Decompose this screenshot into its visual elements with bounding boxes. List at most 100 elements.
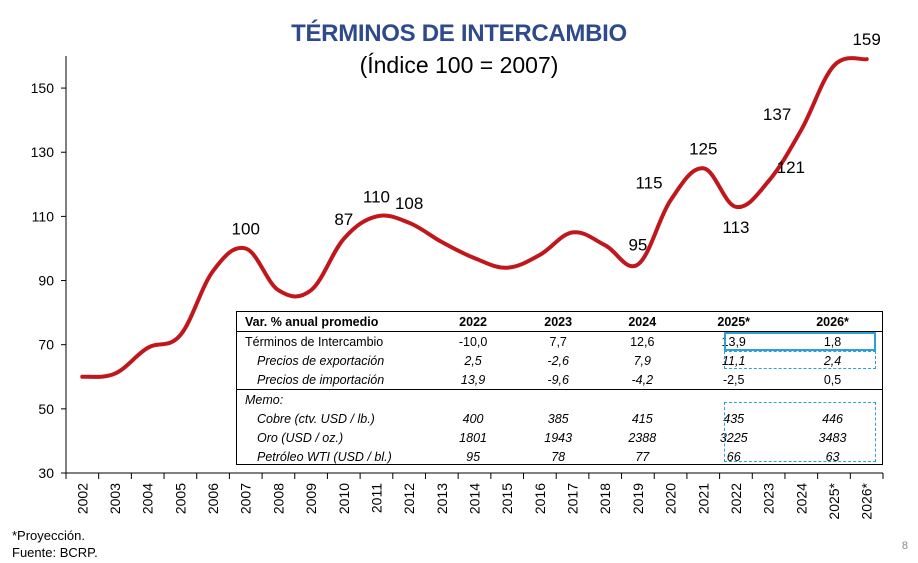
x-tick-label: 2013	[434, 483, 450, 514]
data-label: 137	[763, 105, 791, 124]
y-tick-label: 130	[31, 144, 55, 160]
table-cell: 78	[551, 449, 566, 464]
table-cell: 2,5	[464, 353, 482, 368]
x-tick-label: 2009	[303, 483, 319, 514]
x-tick-label: 2020	[663, 483, 679, 514]
y-tick-label: 50	[38, 401, 54, 417]
row-label: Precios de exportación	[257, 353, 385, 368]
table-header-2026: 2026*	[783, 312, 882, 332]
data-label: 113	[722, 218, 749, 237]
table-cell: 77	[635, 449, 650, 464]
table-cell: 415	[631, 411, 653, 426]
table-cell: 95	[466, 449, 481, 464]
x-tick-label: 2010	[336, 483, 352, 514]
table-cell: 1,8	[823, 334, 842, 349]
table-cell: -9,6	[547, 372, 569, 387]
table-cell: -10,0	[458, 334, 488, 349]
table-row: Precios de exportación 2,5 -2,6 7,9 11,1…	[237, 351, 882, 370]
chart-title: TÉRMINOS DE INTERCAMBIO	[291, 20, 627, 47]
data-label: 121	[777, 158, 805, 177]
x-tick-label: 2006	[205, 483, 221, 514]
table-cell: 63	[825, 449, 840, 464]
footnote-source: Fuente: BCRP.	[12, 545, 98, 560]
table-cell: 7,7	[549, 334, 567, 349]
x-tick-label: 2011	[368, 483, 384, 513]
data-label: 110	[363, 187, 390, 206]
table-cell: 0,5	[823, 372, 842, 387]
table-cell: 3225	[719, 430, 748, 445]
y-tick-label: 150	[31, 80, 55, 96]
table-cell: 13,9	[460, 372, 486, 387]
table-cell: -2,6	[547, 353, 569, 368]
table-header-2025: 2025*	[684, 312, 784, 332]
data-label: 100	[232, 219, 260, 238]
x-tick-label: 2003	[107, 483, 123, 514]
table-cell: 13,9	[721, 334, 746, 349]
chart-subtitle: (Índice 100 = 2007)	[359, 52, 559, 78]
table-cell: 66	[726, 449, 741, 464]
table-cell: -2,5	[722, 372, 745, 387]
page-number: 8	[901, 540, 908, 552]
y-tick-label: 90	[38, 273, 54, 289]
x-tick-label: 2008	[270, 483, 286, 514]
data-label: 95	[628, 236, 647, 255]
x-tick-label: 2016	[532, 483, 548, 514]
x-tick-label: 2024	[793, 483, 809, 514]
x-tick-label: 2002	[74, 483, 90, 514]
table-header-2024: 2024	[600, 312, 685, 332]
x-tick-label: 2017	[565, 483, 581, 514]
row-label: Petróleo WTI (USD / bl.)	[257, 449, 392, 464]
table-cell: 12,6	[630, 334, 655, 349]
x-tick-label: 2021	[695, 483, 711, 514]
data-label: 115	[635, 173, 662, 192]
table-cell: 3483	[818, 430, 847, 445]
table-row: Precios de importación 13,9 -9,6 -4,2 -2…	[237, 370, 882, 390]
table-cell: 2,4	[823, 353, 842, 368]
table-cell: 446	[822, 411, 843, 426]
x-tick-label: 2014	[467, 483, 483, 514]
y-tick-label: 30	[38, 465, 54, 481]
table-header-2022: 2022	[430, 312, 517, 332]
row-label: Cobre (ctv. USD / lb.)	[257, 411, 375, 426]
x-tick-label: 2022	[728, 483, 744, 514]
table-cell: 400	[462, 411, 484, 426]
data-label: 125	[689, 139, 717, 158]
row-label: Precios de importación	[257, 372, 385, 387]
x-tick-label: 2015	[499, 483, 515, 514]
row-label: Términos de Intercambio	[245, 334, 384, 349]
data-table: Var. % anual promedio 2022 2023 2024 202…	[236, 311, 883, 465]
x-tick-label: 2018	[597, 483, 613, 514]
memo-header-row: Memo:	[237, 389, 882, 409]
footnote-projection: *Proyección.	[12, 528, 85, 543]
data-label: 108	[395, 194, 423, 213]
memo-label: Memo:	[237, 389, 430, 409]
table-cell: -4,2	[631, 372, 654, 387]
table-cell: 7,9	[633, 353, 651, 368]
table-cell: 435	[723, 411, 745, 426]
table-row: Petróleo WTI (USD / bl.) 95 78 77 66 63	[237, 447, 882, 466]
y-tick-label: 70	[38, 337, 54, 353]
table-header-2023: 2023	[516, 312, 601, 332]
table-cell: 1801	[459, 430, 487, 445]
x-tick-label: 2012	[401, 483, 417, 514]
x-tick-label: 2023	[761, 483, 777, 514]
x-tick-label: 2004	[140, 483, 156, 514]
table-row: Términos de Intercambio -10,0 7,7 12,6 1…	[237, 332, 882, 352]
x-tick-label: 2007	[238, 483, 254, 514]
data-label: 159	[852, 30, 880, 49]
table-header-label: Var. % anual promedio	[237, 312, 430, 332]
table-header-row: Var. % anual promedio 2022 2023 2024 202…	[237, 312, 882, 332]
data-label: 87	[334, 210, 353, 229]
x-tick-label: 2005	[172, 483, 188, 514]
x-tick-label: 2025*	[826, 482, 842, 519]
x-tick-label: 2026*	[859, 482, 875, 519]
table-cell: 2388	[628, 430, 657, 445]
series-line-terminos-de-intercambio	[80, 56, 869, 379]
table-cell: 11,1	[722, 353, 746, 368]
table-cell: 1943	[544, 430, 573, 445]
table-row: Oro (USD / oz.) 1801 1943 2388 3225 3483	[237, 428, 882, 447]
row-label: Oro (USD / oz.)	[257, 430, 344, 445]
x-tick-label: 2019	[630, 483, 646, 514]
table-cell: 385	[547, 411, 569, 426]
